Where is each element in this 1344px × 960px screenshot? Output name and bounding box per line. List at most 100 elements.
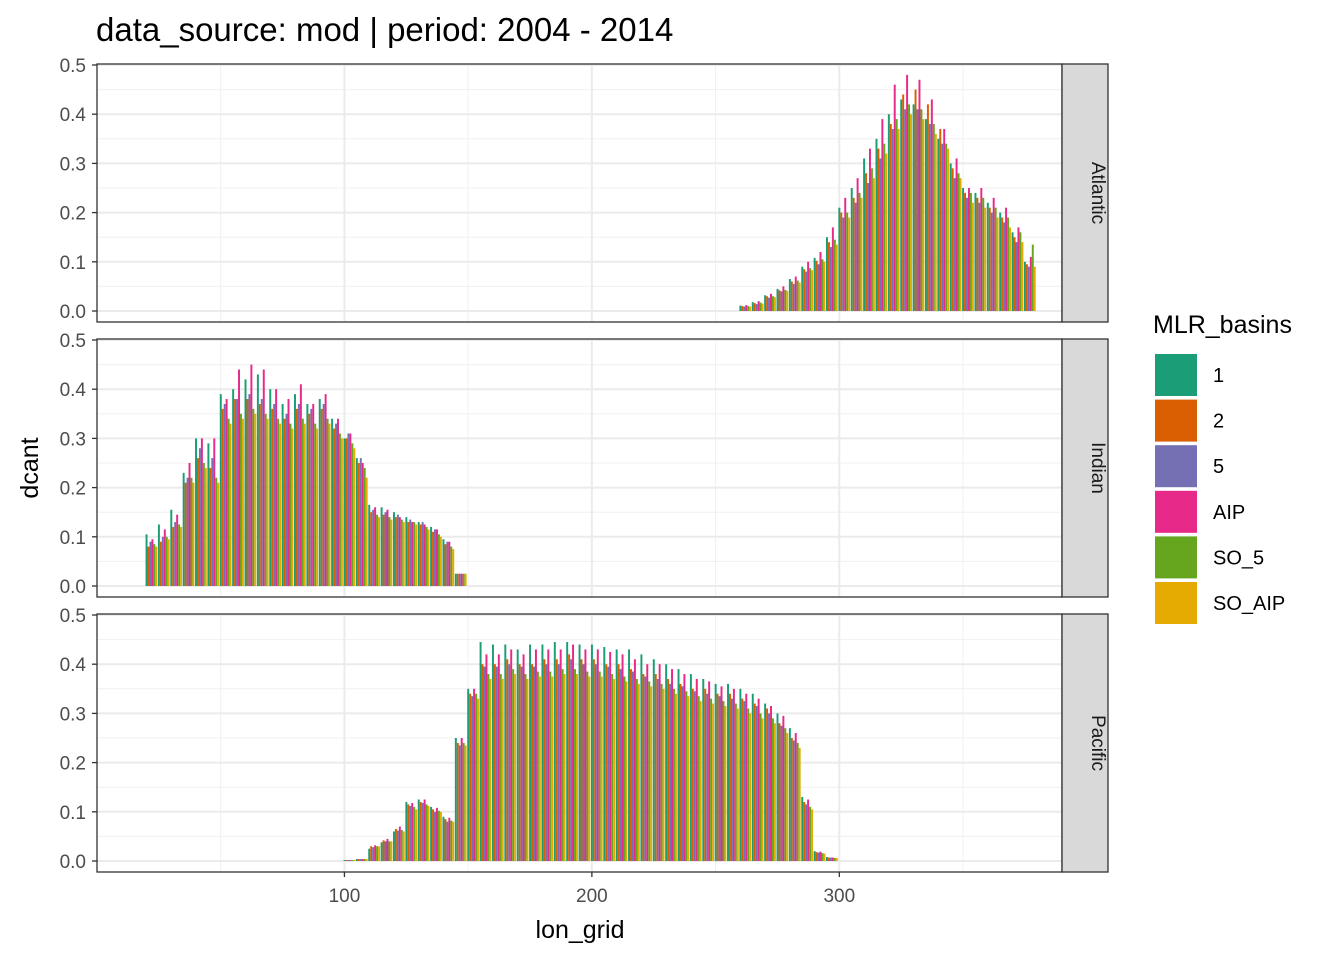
bar: [662, 688, 665, 861]
bar: [506, 659, 509, 861]
bar: [312, 403, 315, 586]
bar: [479, 642, 482, 861]
bar: [918, 79, 921, 311]
bar: [446, 541, 449, 586]
bar: [359, 458, 362, 586]
bar: [464, 745, 467, 861]
bar: [269, 389, 272, 586]
bar: [821, 853, 824, 861]
bar: [891, 128, 894, 311]
bar: [902, 94, 905, 312]
bars-pacific: [343, 642, 838, 861]
bar: [264, 413, 267, 586]
bar: [413, 522, 416, 586]
bar: [854, 202, 857, 311]
bar: [345, 438, 348, 586]
bar: [281, 403, 284, 586]
bar: [986, 202, 989, 311]
bar: [575, 674, 578, 861]
bar: [287, 399, 290, 586]
bar: [415, 524, 418, 586]
bar: [355, 458, 358, 586]
bar: [365, 477, 368, 586]
bar: [448, 541, 451, 586]
bar: [619, 669, 622, 861]
bar: [458, 745, 461, 861]
bar: [202, 463, 205, 586]
bar: [392, 831, 395, 861]
bar: [1027, 266, 1030, 311]
bar: [665, 664, 668, 861]
bar: [766, 296, 769, 311]
bar: [1003, 222, 1006, 311]
bar: [340, 438, 343, 586]
bar: [677, 669, 680, 861]
bar: [568, 654, 571, 861]
bars-indian: [145, 364, 467, 586]
bar: [741, 698, 744, 861]
bar: [277, 418, 280, 586]
bar: [374, 845, 377, 861]
bar: [471, 696, 474, 861]
bar: [380, 842, 383, 861]
bar: [600, 676, 603, 861]
bar: [751, 693, 754, 861]
facet-panel-atlantic: Atlantic 0.0 0.1 0.2 0.3 0.4 0.5: [60, 56, 1109, 323]
bar: [190, 477, 193, 586]
bar: [370, 846, 373, 861]
bar: [163, 529, 166, 586]
bar: [289, 423, 292, 586]
bar: [343, 860, 346, 861]
bar: [368, 504, 371, 586]
bar: [584, 649, 587, 861]
bar: [699, 701, 702, 861]
bar: [145, 534, 148, 586]
bar: [741, 306, 744, 311]
bar: [674, 693, 677, 861]
bar: [875, 138, 878, 311]
bar: [784, 728, 787, 861]
bar: [469, 693, 472, 861]
bar: [947, 148, 950, 311]
bar: [204, 467, 207, 586]
bar: [798, 747, 801, 861]
bar: [417, 522, 420, 586]
bar: [372, 509, 375, 586]
bar: [273, 403, 276, 586]
bar: [563, 674, 566, 861]
facet-panel-indian: Indian 0.0 0.1 0.2 0.3 0.4 0.5: [60, 331, 1109, 598]
legend-key: [1155, 445, 1197, 488]
bar: [1029, 256, 1032, 311]
bar: [258, 403, 261, 586]
bar: [347, 433, 350, 586]
bar: [817, 264, 820, 311]
bar: [343, 438, 346, 586]
bar: [941, 143, 944, 311]
bar: [980, 188, 983, 311]
bar: [635, 678, 638, 861]
bar: [1011, 232, 1014, 311]
bar: [176, 514, 179, 586]
bar: [708, 681, 711, 861]
bar: [637, 683, 640, 861]
bar: [572, 644, 575, 861]
bar: [667, 678, 670, 861]
bar: [766, 708, 769, 861]
bar: [790, 738, 793, 861]
bar: [964, 192, 967, 311]
legend: MLR_basins 1 2 5 AIP SO_5 SO_AIP: [1153, 311, 1292, 624]
bar: [421, 522, 424, 586]
bar: [331, 418, 334, 586]
bar: [570, 659, 573, 861]
bar: [813, 257, 816, 311]
bar: [400, 519, 403, 586]
bar: [962, 188, 965, 311]
bar: [596, 649, 599, 861]
bar: [819, 251, 822, 311]
bar: [504, 644, 507, 861]
bar: [559, 649, 562, 861]
bar: [745, 305, 748, 311]
bar: [349, 433, 352, 586]
bar: [652, 659, 655, 861]
bar: [303, 423, 306, 586]
